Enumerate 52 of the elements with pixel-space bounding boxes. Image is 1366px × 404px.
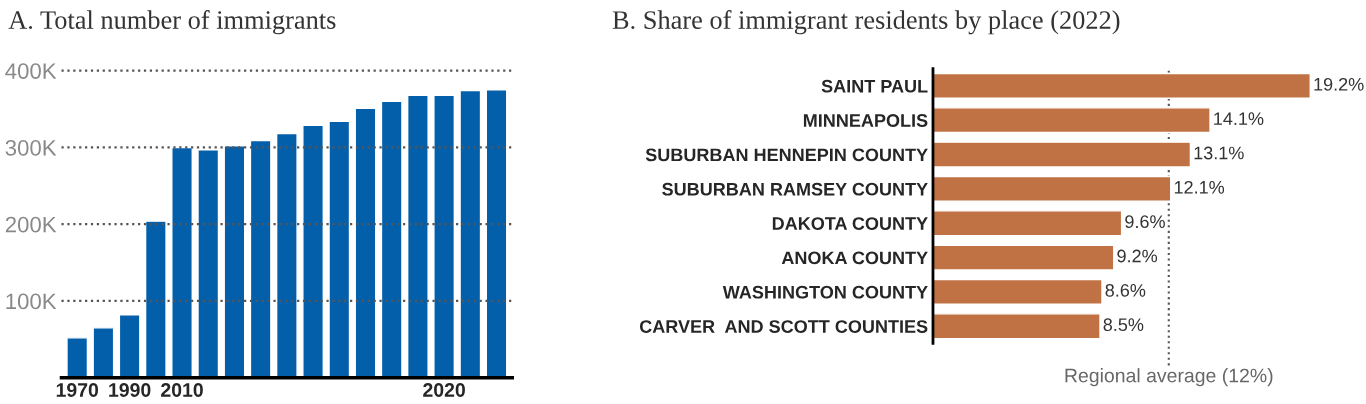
- bar: [932, 210, 1123, 237]
- y-tick-label: CARVER AND SCOTT COUNTIES: [639, 320, 928, 333]
- data-label: 8.6%: [1105, 283, 1146, 297]
- y-tick-label: WASHINGTON COUNTY: [722, 285, 928, 299]
- bar: [275, 132, 298, 378]
- data-label: 19.2%: [1314, 77, 1364, 91]
- bar: [932, 141, 1192, 168]
- y-tick-label: DAKOTA COUNTY: [772, 217, 928, 230]
- data-label: 13.1%: [1194, 146, 1244, 160]
- bar: [92, 327, 115, 378]
- bar: [197, 149, 220, 378]
- y-tick-label: SUBURBAN HENNEPIN COUNTY: [645, 148, 928, 162]
- bar: [932, 72, 1311, 99]
- bar: [118, 314, 141, 378]
- bar: [932, 175, 1172, 202]
- data-label: 9.6%: [1125, 215, 1165, 229]
- ref-line-label: Regional average (12%): [1065, 368, 1273, 387]
- bar: [932, 244, 1115, 271]
- x-tick-label: 2020: [423, 383, 465, 397]
- y-tick-label: SUBURBAN RAMSEY COUNTY: [662, 182, 928, 196]
- bar: [932, 107, 1211, 134]
- y-tick-label: 300K: [5, 139, 57, 156]
- chart-title: A. Total number of immigrants: [8, 10, 336, 35]
- y-tick-label: MINNEAPOLIS: [803, 114, 928, 127]
- y-tick-label: 400K: [5, 63, 57, 79]
- bar: [406, 94, 429, 378]
- bar: [249, 139, 272, 378]
- bar: [328, 120, 351, 378]
- x-tick-label: 1970: [56, 383, 99, 397]
- x-tick-label: 2010: [161, 383, 203, 397]
- bar: [223, 145, 246, 378]
- bar: [302, 124, 324, 378]
- y-tick-label: SAINT PAUL: [821, 79, 928, 93]
- bar: [354, 107, 377, 378]
- bar: [433, 94, 456, 378]
- bar: [66, 337, 89, 378]
- data-label: 12.1%: [1174, 180, 1225, 194]
- bar: [485, 89, 508, 378]
- data-label: 14.1%: [1214, 112, 1264, 125]
- y-tick-label: ANOKA COUNTY: [781, 251, 928, 265]
- bar: [144, 220, 167, 378]
- bar: [932, 313, 1101, 340]
- data-label: 9.2%: [1117, 249, 1158, 263]
- x-tick-label: 1990: [109, 383, 151, 397]
- bar: [380, 100, 403, 378]
- y-tick-label: 200K: [5, 216, 57, 233]
- bar: [459, 89, 482, 378]
- bar: [171, 146, 193, 378]
- bar: [932, 278, 1103, 305]
- data-label: 8.5%: [1103, 318, 1144, 332]
- chart-title: B. Share of immigrant residents by place (2022): [612, 10, 1120, 35]
- y-tick-label: 100K: [6, 293, 57, 310]
